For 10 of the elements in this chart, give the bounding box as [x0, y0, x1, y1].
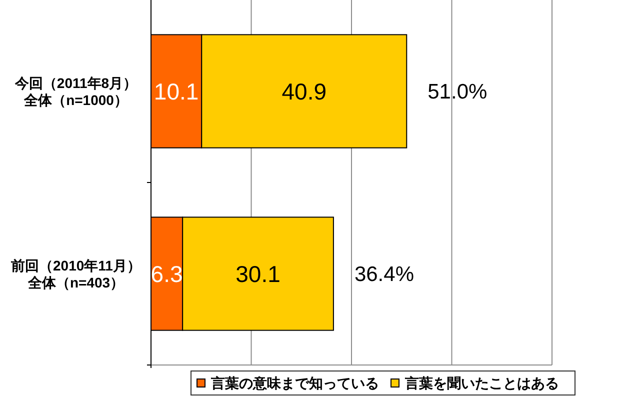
- data-label: 6.3: [150, 260, 183, 287]
- y-tick-label: 前回（2010年11月）全体（n=403）: [10, 257, 141, 290]
- data-label: 30.1: [236, 260, 280, 287]
- data-label: 40.9: [282, 78, 327, 104]
- total-label: 51.0%: [428, 80, 488, 104]
- legend-label: 言葉を聞いたことはある: [404, 375, 559, 391]
- y-tick-label: 今回（2011年8月）全体（n=1000）: [14, 74, 138, 108]
- data-label: 10.1: [154, 78, 199, 104]
- total-label: 36.4%: [354, 262, 414, 286]
- legend-label: 言葉の意味まで知っている: [210, 375, 379, 391]
